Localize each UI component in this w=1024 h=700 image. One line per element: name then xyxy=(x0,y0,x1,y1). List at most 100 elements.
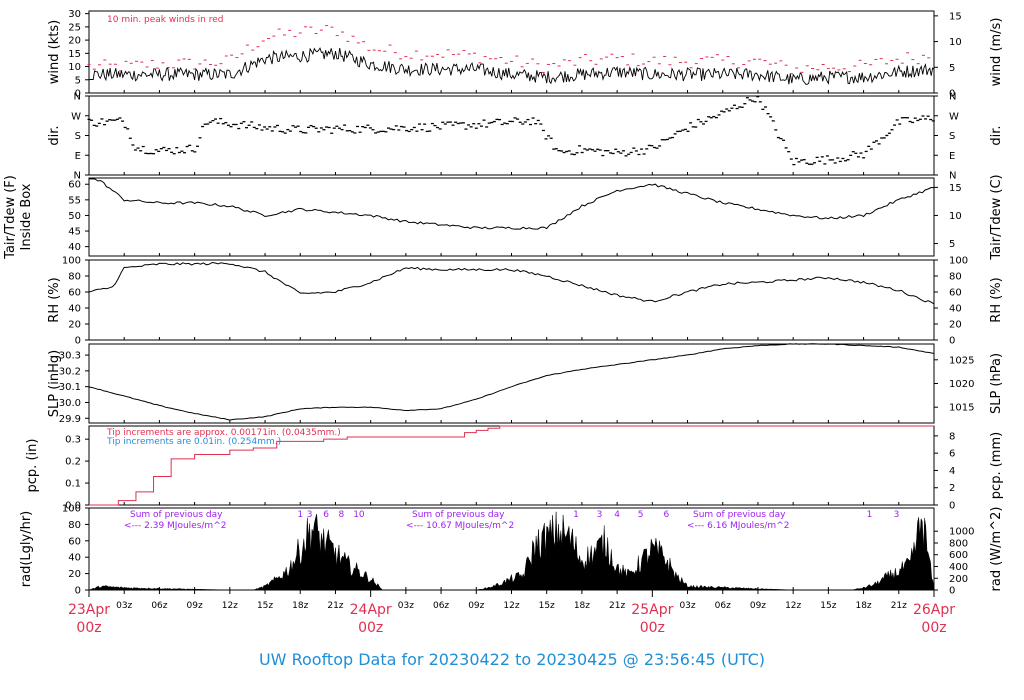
rh-left-tick-label: 60 xyxy=(68,288,81,299)
temp-right-tick-label: 10 xyxy=(949,211,962,222)
slp-left-tick-label: 30.3 xyxy=(59,351,81,362)
rad-marker: 4 xyxy=(614,510,620,520)
rad-marker: 1 xyxy=(867,510,873,520)
rad-left-tick-label: 20 xyxy=(68,569,81,580)
pcp-left-tick-label: 0.0 xyxy=(65,501,81,512)
rad-marker: 1 xyxy=(573,510,579,520)
dir-left-tick-label: E xyxy=(75,151,81,162)
slp-left-tick-label: 30.1 xyxy=(59,382,81,393)
slp-left-tick-label: 30.2 xyxy=(59,366,81,377)
temp-left-tick-label: 55 xyxy=(68,195,81,206)
temp-left-label-2: Inside Box xyxy=(19,183,34,250)
rad-sum-value: <--- 2.39 MJoules/m^2 xyxy=(124,521,226,531)
x-day-z: 00z xyxy=(921,620,946,636)
dir-right-tick-label: N xyxy=(949,171,956,182)
dir-right-tick-label: N xyxy=(949,92,956,103)
rad-sum-title: Sum of previous day xyxy=(693,510,786,520)
x-day-z: 00z xyxy=(640,620,665,636)
rh-left-tick-label: 20 xyxy=(68,320,81,331)
rad-marker: 3 xyxy=(894,510,900,520)
wind-left-tick-label: 5 xyxy=(75,75,81,86)
wind-left-tick-label: 15 xyxy=(68,49,81,60)
dir-left-tick-label: S xyxy=(75,131,81,142)
rh-right-tick-label: 0 xyxy=(949,336,955,347)
pcp-left-tick-label: 0.3 xyxy=(65,435,81,446)
x-tick-label: 06z xyxy=(433,601,449,611)
temp-right-tick-label: 15 xyxy=(949,183,962,194)
slp-left-label: SLP (inHg) xyxy=(47,350,62,418)
x-tick-label: 03z xyxy=(116,601,132,611)
x-tick-label: 06z xyxy=(715,601,731,611)
temp-series xyxy=(89,178,935,230)
x-tick-label: 15z xyxy=(257,601,273,611)
rad-right-tick-label: 400 xyxy=(949,562,968,573)
rh-right-tick-label: 40 xyxy=(949,304,962,315)
pcp-right-tick-label: 2 xyxy=(949,483,955,494)
wind-series xyxy=(88,47,935,85)
rad-left-tick-label: 80 xyxy=(68,520,81,531)
slp-right-tick-label: 1015 xyxy=(949,403,974,414)
wind-right-tick-label: 0 xyxy=(949,89,955,100)
x-day-z: 00z xyxy=(76,620,101,636)
pcp-left-label: pcp. (in) xyxy=(25,439,40,493)
rad-right-tick-label: 600 xyxy=(949,550,968,561)
rad-sum-value: <--- 6.16 MJoules/m^2 xyxy=(687,521,789,531)
pcp-series xyxy=(89,425,934,506)
rh-left-tick-label: 100 xyxy=(62,256,81,267)
x-day-date: 25Apr xyxy=(631,602,673,618)
slp-panel xyxy=(88,343,935,424)
rad-marker: 10 xyxy=(353,510,365,520)
wind-right-tick-label: 10 xyxy=(949,37,962,48)
wind-left-tick-label: 10 xyxy=(68,62,81,73)
rh-right-tick-label: 20 xyxy=(949,320,962,331)
slp-right-label: SLP (hPa) xyxy=(989,353,1004,414)
x-tick-label: 12z xyxy=(503,601,519,611)
time-axis: 03z 06z 09z 12z 15z 18z 21z 03z 06z 09z 12z 15z 18z 2… xyxy=(68,590,955,636)
rh-left-tick-label: 0 xyxy=(75,336,81,347)
wind-left-tick-label: 20 xyxy=(68,36,81,47)
wind-left-label: wind (kts) xyxy=(47,20,62,84)
pcp-note-2: Tip increments are 0.01in. (0.254mm.) xyxy=(106,437,281,447)
dir-right-tick-label: E xyxy=(949,151,955,162)
rad-sum-value: <--- 10.67 MJoules/m^2 xyxy=(406,521,514,531)
x-tick-label: 15z xyxy=(539,601,555,611)
rad-left-tick-label: 100 xyxy=(62,504,81,515)
rad-marker: 6 xyxy=(323,510,329,520)
temp-left-tick-label: 60 xyxy=(68,180,81,191)
wind-note: 10 min. peak winds in red xyxy=(107,15,224,25)
slp-right-tick-label: 1020 xyxy=(949,379,974,390)
dir-left-tick-label: N xyxy=(74,92,81,103)
rad-right-tick-label: 200 xyxy=(949,574,968,585)
pcp-right-label: pcp. (mm) xyxy=(989,432,1004,499)
pcp-right-tick-label: 4 xyxy=(949,466,955,477)
x-tick-label: 03z xyxy=(679,601,695,611)
wind-right-label: wind (m/s) xyxy=(989,18,1004,87)
rad-marker: 6 xyxy=(664,510,670,520)
dir-left-tick-label: W xyxy=(71,111,81,122)
dir-right-tick-label: S xyxy=(949,131,955,142)
rad-right-label: rad (W/m^2) xyxy=(989,507,1004,592)
x-day-date: 24Apr xyxy=(350,602,392,618)
rad-right-tick-label: 1000 xyxy=(949,527,974,538)
slp-right-tick-label: 1025 xyxy=(949,355,974,366)
temp-left-tick-label: 45 xyxy=(68,227,81,238)
rh-right-label: RH (%) xyxy=(989,277,1004,322)
rad-left-label: rad(Lgly/hr) xyxy=(19,511,34,587)
x-tick-label: 15z xyxy=(820,601,836,611)
rad-sum-title: Sum of previous day xyxy=(412,510,505,520)
rad-marker: 1 xyxy=(297,510,303,520)
wind-right-tick-label: 15 xyxy=(949,11,962,22)
pcp-right-tick-label: 0 xyxy=(949,501,955,512)
rad-right-tick-label: 800 xyxy=(949,539,968,550)
x-tick-label: 12z xyxy=(222,601,238,611)
temp-left-tick-label: 50 xyxy=(68,211,81,222)
x-day-date: 26Apr xyxy=(913,602,955,618)
x-tick-label: 21z xyxy=(327,601,343,611)
temp-left-label: Tair/Tdew (F) xyxy=(3,175,18,260)
x-tick-label: 21z xyxy=(891,601,907,611)
x-tick-label: 06z xyxy=(151,601,167,611)
x-tick-label: 21z xyxy=(609,601,625,611)
slp-left-tick-label: 29.9 xyxy=(59,414,81,425)
rad-marker: 3 xyxy=(307,510,313,520)
